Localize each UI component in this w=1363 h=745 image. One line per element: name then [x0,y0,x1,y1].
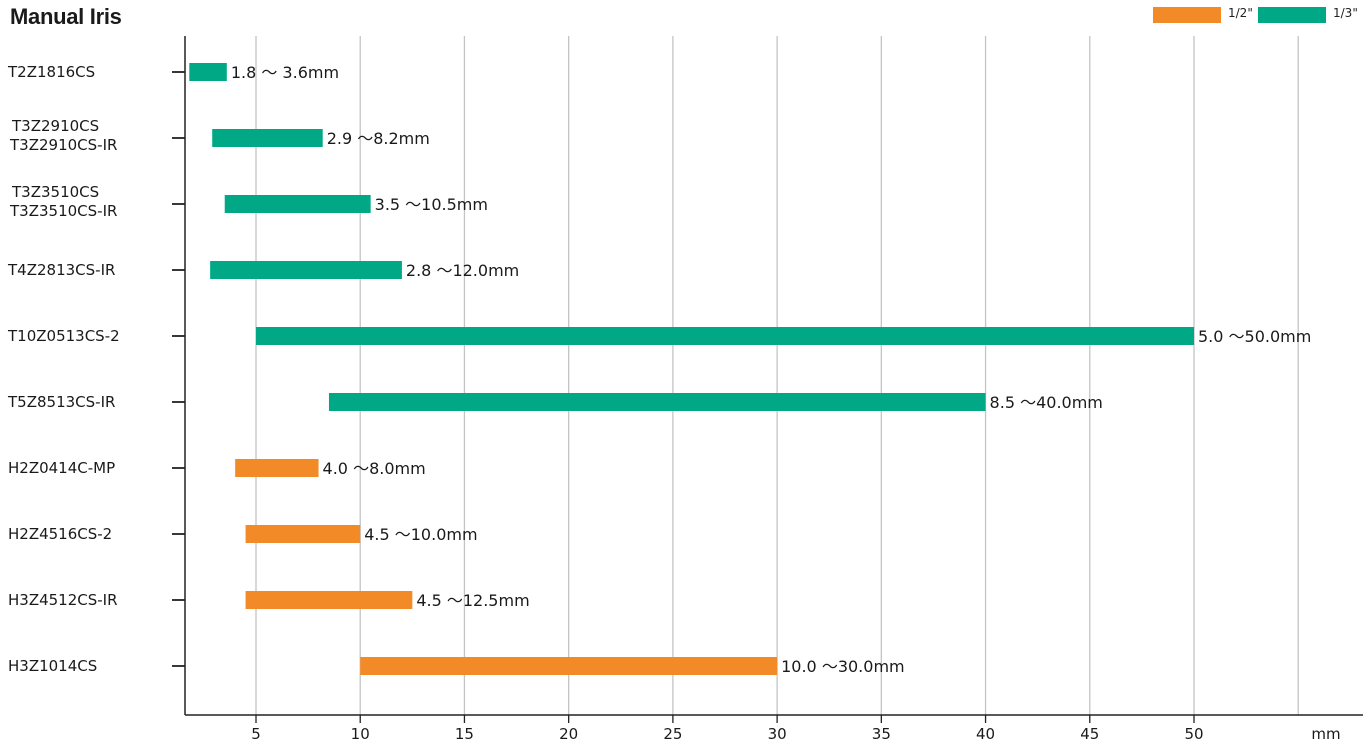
x-tick-label-10: 10 [351,725,370,743]
category-label: T5Z8513CS-IR [7,393,115,411]
category-label: H3Z1014CS [8,657,97,675]
range-label: 4.0 ～8.0mm [323,459,426,478]
range-bar [245,525,361,543]
category-label-line: T3Z2910CS-IR [9,136,117,154]
range-label: 8.5 ～40.0mm [990,393,1103,412]
x-tick-label-15: 15 [455,725,474,743]
x-tick-label-25: 25 [663,725,682,743]
x-tick-label-40: 40 [976,725,995,743]
range-bar [210,261,402,279]
category-label: T2Z1816CS [7,63,95,81]
range-label: 2.9 ～8.2mm [327,129,430,148]
range-bar [224,195,371,213]
category-label: H2Z4516CS-2 [8,525,112,543]
grid-lines [255,36,1299,715]
range-bar [189,63,227,81]
x-unit-label: mm [1311,725,1340,743]
category-label-line: T3Z3510CS-IR [9,202,117,220]
chart-title: Manual Iris [10,4,122,29]
category-label-line: T3Z2910CS [11,117,99,135]
range-bar [360,657,778,675]
x-tick-label-45: 45 [1080,725,1099,743]
range-label: 1.8 ～ 3.6mm [231,63,339,82]
legend-label-half-inch: 1/2" [1228,6,1253,20]
legend-label-third-inch: 1/3" [1333,6,1358,20]
range-bars [189,63,1194,675]
range-bar [256,327,1194,345]
category-label: T10Z0513CS-2 [7,327,120,345]
axes [184,36,1363,716]
range-labels: 1.8 ～ 3.6mm 2.9 ～8.2mm 3.5 ～10.5mm 2.8 ～12.… [231,63,1312,676]
range-label: 4.5 ～10.0mm [364,525,477,544]
range-label: 10.0 ～30.0mm [781,657,905,676]
x-tick-label-35: 35 [872,725,891,743]
x-tick-label-20: 20 [559,725,578,743]
range-label: 5.0 ～50.0mm [1198,327,1311,346]
range-bar [328,393,986,411]
category-label: T4Z2813CS-IR [7,261,115,279]
x-tick-label-5: 5 [251,725,261,743]
x-tick-label-30: 30 [768,725,787,743]
category-label: H2Z0414C-MP [8,459,115,477]
range-bar [212,129,323,147]
range-label: 4.5 ～12.5mm [416,591,529,610]
range-label: 2.8 ～12.0mm [406,261,519,280]
category-label: H3Z4512CS-IR [8,591,118,609]
category-label: T3Z3510CS T3Z3510CS-IR [9,183,117,220]
range-label: 3.5 ～10.5mm [375,195,488,214]
legend-swatch-half-inch [1153,7,1221,23]
legend-swatch-third-inch [1258,7,1326,23]
range-bar [235,459,319,477]
category-label-line: T3Z3510CS [11,183,99,201]
range-bar [245,591,413,609]
category-label: T3Z2910CS T3Z2910CS-IR [9,117,117,154]
x-ticks: 5 10 15 20 25 30 35 40 45 50 [251,715,1204,743]
x-tick-label-50: 50 [1184,725,1203,743]
